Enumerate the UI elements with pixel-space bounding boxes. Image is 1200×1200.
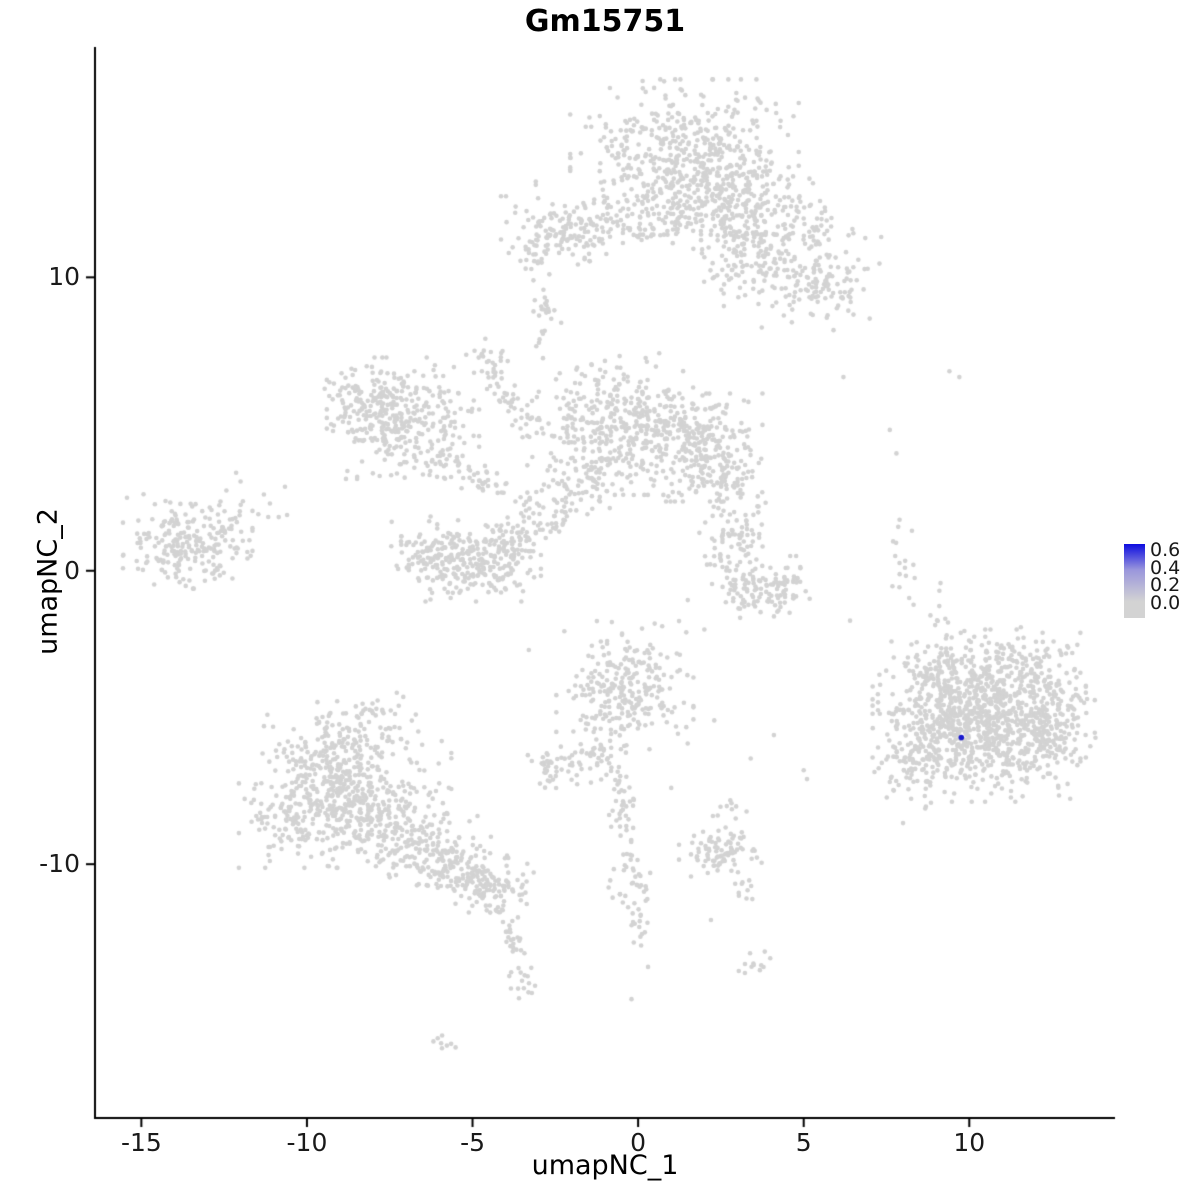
x-tick-label: 5: [795, 1128, 812, 1157]
x-tick-label: 0: [630, 1128, 647, 1157]
plot-title: Gm15751: [524, 4, 686, 39]
y-tick-label: 0: [64, 555, 80, 585]
x-tick-label: 10: [953, 1128, 986, 1157]
y-tick-label: -10: [39, 849, 80, 879]
legend-label-low: 0.2: [1150, 574, 1181, 596]
x-tick-label: -5: [460, 1128, 485, 1157]
expression-colorbar-legend: 0.6 0.4 0.2 0.0: [1124, 539, 1181, 618]
x-axis-label: umapNC_1: [531, 1150, 679, 1181]
y-tick-label: 10: [48, 262, 80, 292]
colorbar-labels: 0.6 0.4 0.2 0.0: [1150, 539, 1181, 614]
x-tick-label: -15: [120, 1128, 162, 1157]
colorbar-gradient: [1124, 544, 1145, 618]
legend-label-max: 0.6: [1150, 539, 1181, 561]
legend-label-high: 0.4: [1150, 556, 1181, 579]
x-tick-label: -10: [286, 1128, 328, 1157]
legend-label-min: 0.0: [1150, 591, 1181, 614]
